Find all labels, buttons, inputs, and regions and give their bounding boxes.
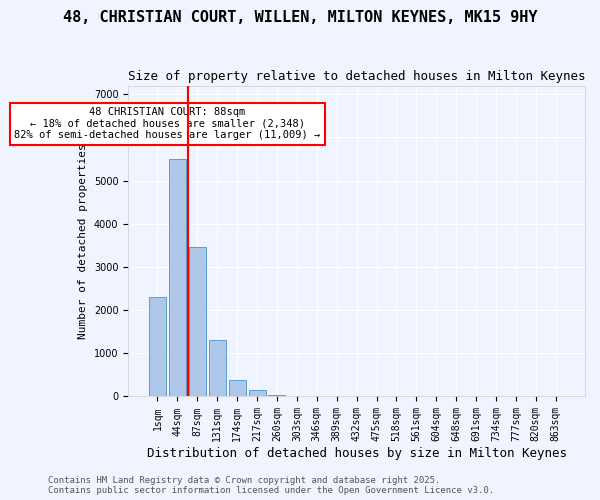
Text: Contains HM Land Registry data © Crown copyright and database right 2025.
Contai: Contains HM Land Registry data © Crown c… [48,476,494,495]
Title: Size of property relative to detached houses in Milton Keynes: Size of property relative to detached ho… [128,70,586,83]
Bar [169,159,186,396]
Bar [248,390,266,396]
Bar [149,297,166,396]
Bar [209,340,226,396]
Y-axis label: Number of detached properties: Number of detached properties [79,143,88,339]
Bar [189,248,206,396]
X-axis label: Distribution of detached houses by size in Milton Keynes: Distribution of detached houses by size … [146,447,566,460]
Text: 48 CHRISTIAN COURT: 88sqm
← 18% of detached houses are smaller (2,348)
82% of se: 48 CHRISTIAN COURT: 88sqm ← 18% of detac… [14,107,320,140]
Text: 48, CHRISTIAN COURT, WILLEN, MILTON KEYNES, MK15 9HY: 48, CHRISTIAN COURT, WILLEN, MILTON KEYN… [63,10,537,25]
Bar [229,380,245,396]
Bar [268,395,286,396]
